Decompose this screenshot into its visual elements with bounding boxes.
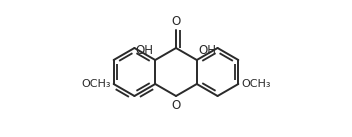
Text: OH: OH <box>199 44 217 57</box>
Text: OCH₃: OCH₃ <box>241 79 271 89</box>
Text: OCH₃: OCH₃ <box>81 79 111 89</box>
Text: O: O <box>171 15 181 28</box>
Text: OH: OH <box>135 44 153 57</box>
Text: O: O <box>171 99 181 112</box>
